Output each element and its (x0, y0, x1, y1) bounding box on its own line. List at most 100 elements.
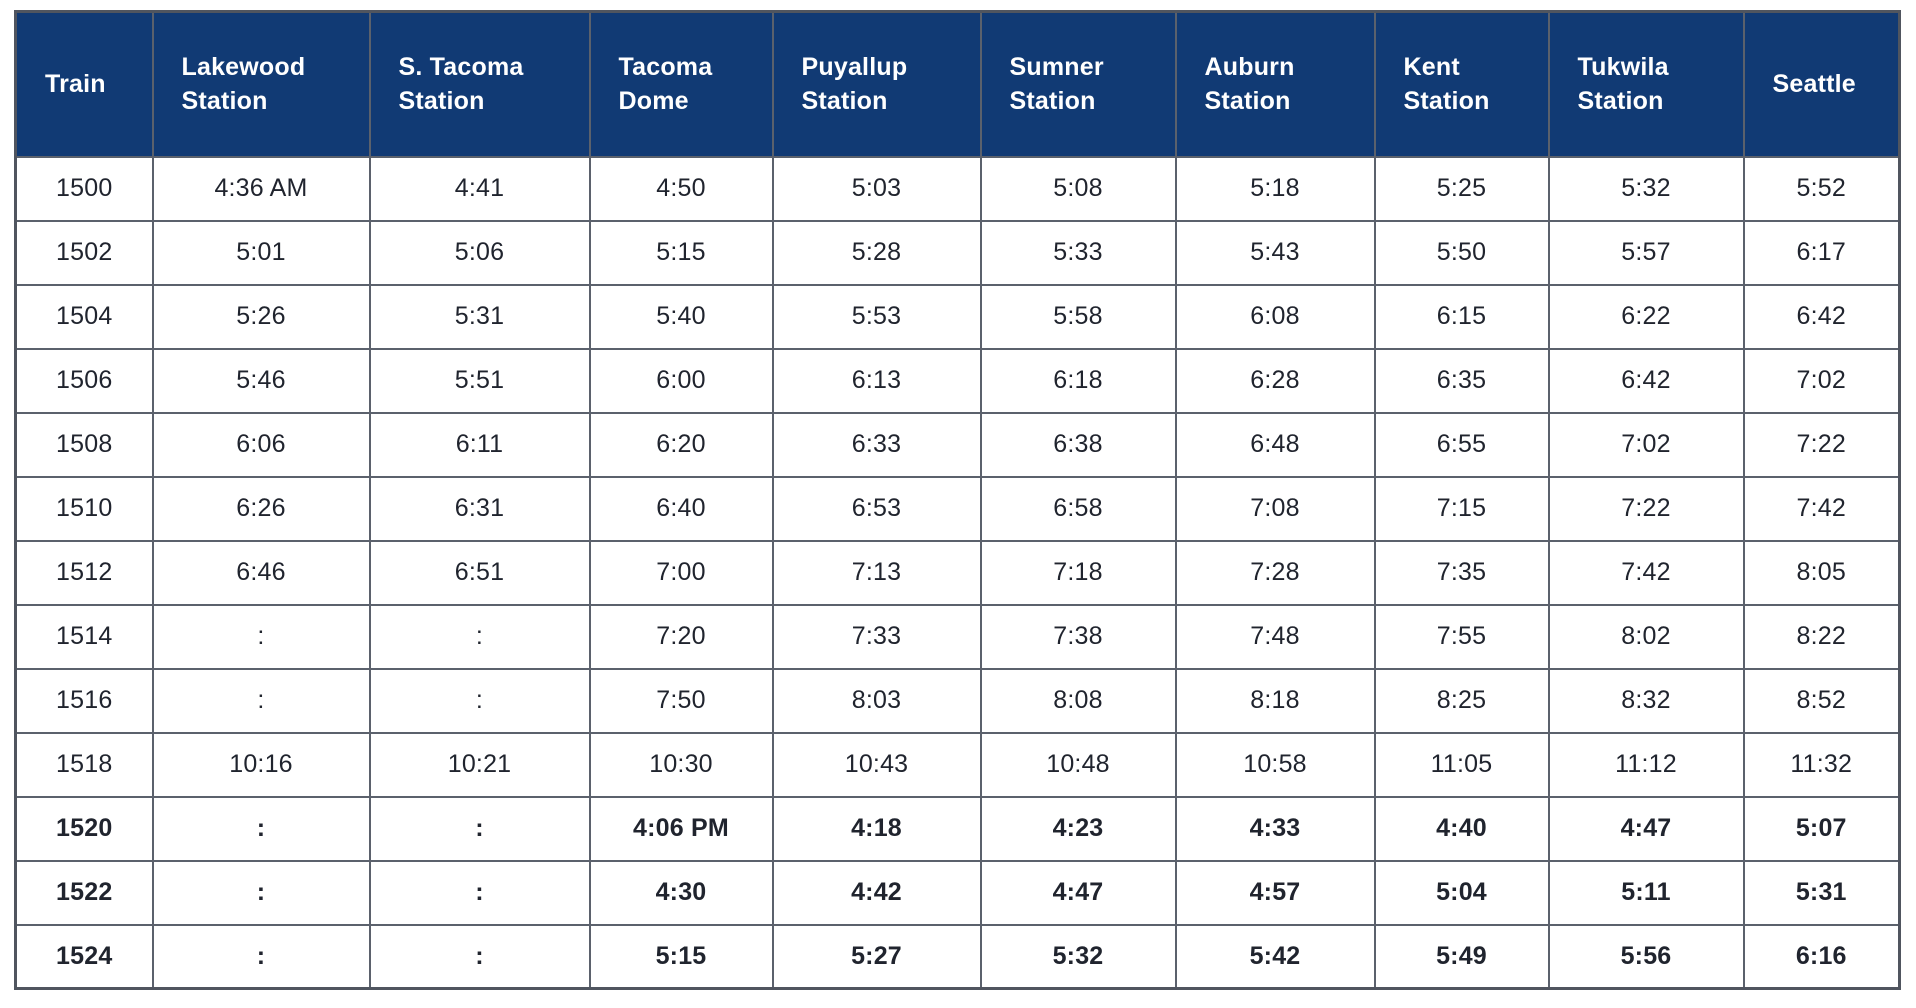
time-cell: 8:08 (979, 667, 1177, 734)
time-cell: 4:47 (979, 859, 1177, 926)
timetable-container: Train Lakewood Station S. Tacoma Station Ta… (14, 10, 1901, 990)
train-number-cell: 1520 (14, 795, 154, 862)
column-header-2: S. Tacoma Station (368, 10, 591, 158)
time-cell: 7:42 (1547, 539, 1745, 606)
time-cell: 5:32 (979, 923, 1177, 990)
time-cell: 6:00 (588, 347, 774, 414)
train-timetable: Train Lakewood Station S. Tacoma Station Ta… (14, 10, 1901, 990)
time-cell: 5:06 (368, 219, 591, 286)
time-cell: 10:21 (368, 731, 591, 798)
time-cell: 5:15 (588, 219, 774, 286)
table-row: 1522::4:30 4:42 4:47 4:57 5:04 5:11 5:31 (14, 859, 1901, 926)
time-cell: 10:58 (1174, 731, 1376, 798)
time-cell: 6:31 (368, 475, 591, 542)
time-cell: 5:56 (1547, 923, 1745, 990)
time-cell: 11:32 (1742, 731, 1901, 798)
time-cell: 4:36 AM (151, 155, 371, 222)
column-header-7: Kent Station (1373, 10, 1550, 158)
column-header-0: Train (14, 10, 154, 158)
time-cell: 5:33 (979, 219, 1177, 286)
time-cell: 4:50 (588, 155, 774, 222)
time-cell: 4:47 (1547, 795, 1745, 862)
time-cell: 5:31 (368, 283, 591, 350)
column-header-9: Seattle (1742, 10, 1901, 158)
train-number-cell: 1522 (14, 859, 154, 926)
time-cell: 5:49 (1373, 923, 1550, 990)
time-cell: 6:15 (1373, 283, 1550, 350)
table-row: 1524::5:15 5:27 5:32 5:42 5:49 5:56 6:16 (14, 923, 1901, 990)
time-cell: 6:55 (1373, 411, 1550, 478)
time-cell: 10:43 (771, 731, 982, 798)
time-cell: 8:18 (1174, 667, 1376, 734)
train-number-cell: 1518 (14, 731, 154, 798)
time-cell: 10:30 (588, 731, 774, 798)
time-cell: 8:03 (771, 667, 982, 734)
time-cell: 6:46 (151, 539, 371, 606)
table-row: 1504 5:26 5:31 5:40 5:53 5:58 6:08 6:15 6:22 6:42 (14, 283, 1901, 350)
time-cell: 6:28 (1174, 347, 1376, 414)
time-cell: 4:33 (1174, 795, 1376, 862)
time-cell: 7:18 (979, 539, 1177, 606)
time-cell: 6:53 (771, 475, 982, 542)
train-number-cell: 1512 (14, 539, 154, 606)
table-row: 1506 5:46 5:51 6:00 6:13 6:18 6:28 6:35 6:42 7:02 (14, 347, 1901, 414)
time-cell: 6:16 (1742, 923, 1901, 990)
time-cell: 6:51 (368, 539, 591, 606)
time-cell: 5:52 (1742, 155, 1901, 222)
time-cell: 4:06 PM (588, 795, 774, 862)
time-cell: 7:13 (771, 539, 982, 606)
time-cell: 8:52 (1742, 667, 1901, 734)
time-cell: 5:51 (368, 347, 591, 414)
table-row: 1510 6:26 6:31 6:40 6:53 6:58 7:08 7:15 7:22 7:42 (14, 475, 1901, 542)
time-cell: 6:06 (151, 411, 371, 478)
time-cell: 6:22 (1547, 283, 1745, 350)
time-cell: 7:00 (588, 539, 774, 606)
time-cell: 4:40 (1373, 795, 1550, 862)
time-cell: 10:48 (979, 731, 1177, 798)
time-cell: 8:25 (1373, 667, 1550, 734)
train-number-cell: 1514 (14, 603, 154, 670)
time-cell: 4:57 (1174, 859, 1376, 926)
time-cell: 5:43 (1174, 219, 1376, 286)
time-cell: 7:22 (1742, 411, 1901, 478)
time-cell: 5:18 (1174, 155, 1376, 222)
time-cell: 7:20 (588, 603, 774, 670)
time-cell: 6:17 (1742, 219, 1901, 286)
column-header-3: Tacoma Dome (588, 10, 774, 158)
train-number-cell: 1502 (14, 219, 154, 286)
time-cell: 7:02 (1547, 411, 1745, 478)
time-cell: 7:15 (1373, 475, 1550, 542)
time-cell: 5:01 (151, 219, 371, 286)
time-cell: : (368, 795, 591, 862)
time-cell: 4:23 (979, 795, 1177, 862)
time-cell: 6:26 (151, 475, 371, 542)
time-cell: 8:32 (1547, 667, 1745, 734)
time-cell: 5:32 (1547, 155, 1745, 222)
time-cell: 11:05 (1373, 731, 1550, 798)
table-row: 1520::4:06 PM 4:18 4:23 4:33 4:40 4:47 5:07 (14, 795, 1901, 862)
time-cell: 5:42 (1174, 923, 1376, 990)
time-cell: 6:58 (979, 475, 1177, 542)
column-header-8: Tukwila Station (1547, 10, 1745, 158)
table-row: 1500 4:36 AM 4:41 4:50 5:03 5:08 5:18 5:25 5:32 5… (14, 155, 1901, 222)
time-cell: 7:42 (1742, 475, 1901, 542)
time-cell: 5:53 (771, 283, 982, 350)
time-cell: 6:08 (1174, 283, 1376, 350)
table-row: 1514::7:20 7:33 7:38 7:48 7:55 8:02 8:22 (14, 603, 1901, 670)
table-row: 1512 6:46 6:51 7:00 7:13 7:18 7:28 7:35 7:42 8:05 (14, 539, 1901, 606)
time-cell: 7:55 (1373, 603, 1550, 670)
time-cell: 5:58 (979, 283, 1177, 350)
header-row: Train Lakewood Station S. Tacoma Station Ta… (14, 10, 1901, 158)
train-number-cell: 1500 (14, 155, 154, 222)
time-cell: 5:26 (151, 283, 371, 350)
time-cell: 5:28 (771, 219, 982, 286)
time-cell: 4:30 (588, 859, 774, 926)
time-cell: 6:40 (588, 475, 774, 542)
time-cell: 7:48 (1174, 603, 1376, 670)
table-row: 1518 10:16 10:21 10:30 10:43 10:48 10:58 11:05 1… (14, 731, 1901, 798)
time-cell: 6:48 (1174, 411, 1376, 478)
time-cell: 5:57 (1547, 219, 1745, 286)
column-header-6: Auburn Station (1174, 10, 1376, 158)
time-cell: 8:22 (1742, 603, 1901, 670)
time-cell: 5:15 (588, 923, 774, 990)
